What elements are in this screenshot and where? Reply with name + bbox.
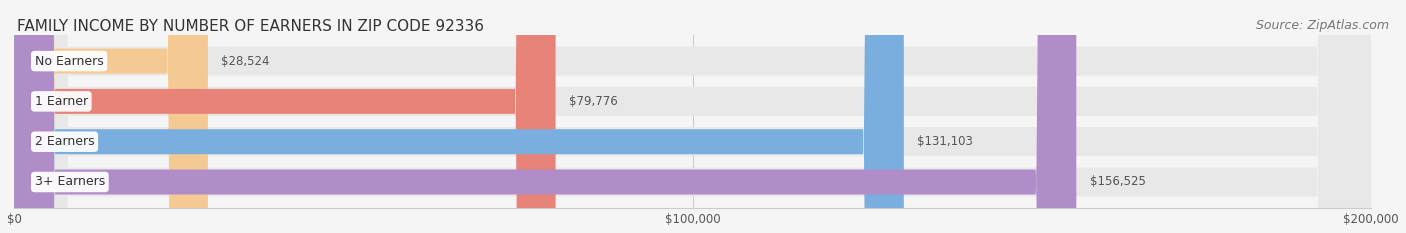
FancyBboxPatch shape [14,0,555,233]
FancyBboxPatch shape [14,0,1077,233]
Text: $131,103: $131,103 [917,135,973,148]
Text: 2 Earners: 2 Earners [35,135,94,148]
Text: Source: ZipAtlas.com: Source: ZipAtlas.com [1256,19,1389,32]
FancyBboxPatch shape [14,0,1371,233]
Text: 1 Earner: 1 Earner [35,95,87,108]
FancyBboxPatch shape [14,0,1371,233]
Text: $79,776: $79,776 [569,95,617,108]
FancyBboxPatch shape [14,0,1371,233]
Text: $156,525: $156,525 [1090,175,1146,188]
FancyBboxPatch shape [14,0,904,233]
FancyBboxPatch shape [14,0,1371,233]
Text: 3+ Earners: 3+ Earners [35,175,105,188]
Text: FAMILY INCOME BY NUMBER OF EARNERS IN ZIP CODE 92336: FAMILY INCOME BY NUMBER OF EARNERS IN ZI… [17,19,484,34]
Text: No Earners: No Earners [35,55,104,68]
FancyBboxPatch shape [14,0,208,233]
Text: $28,524: $28,524 [222,55,270,68]
